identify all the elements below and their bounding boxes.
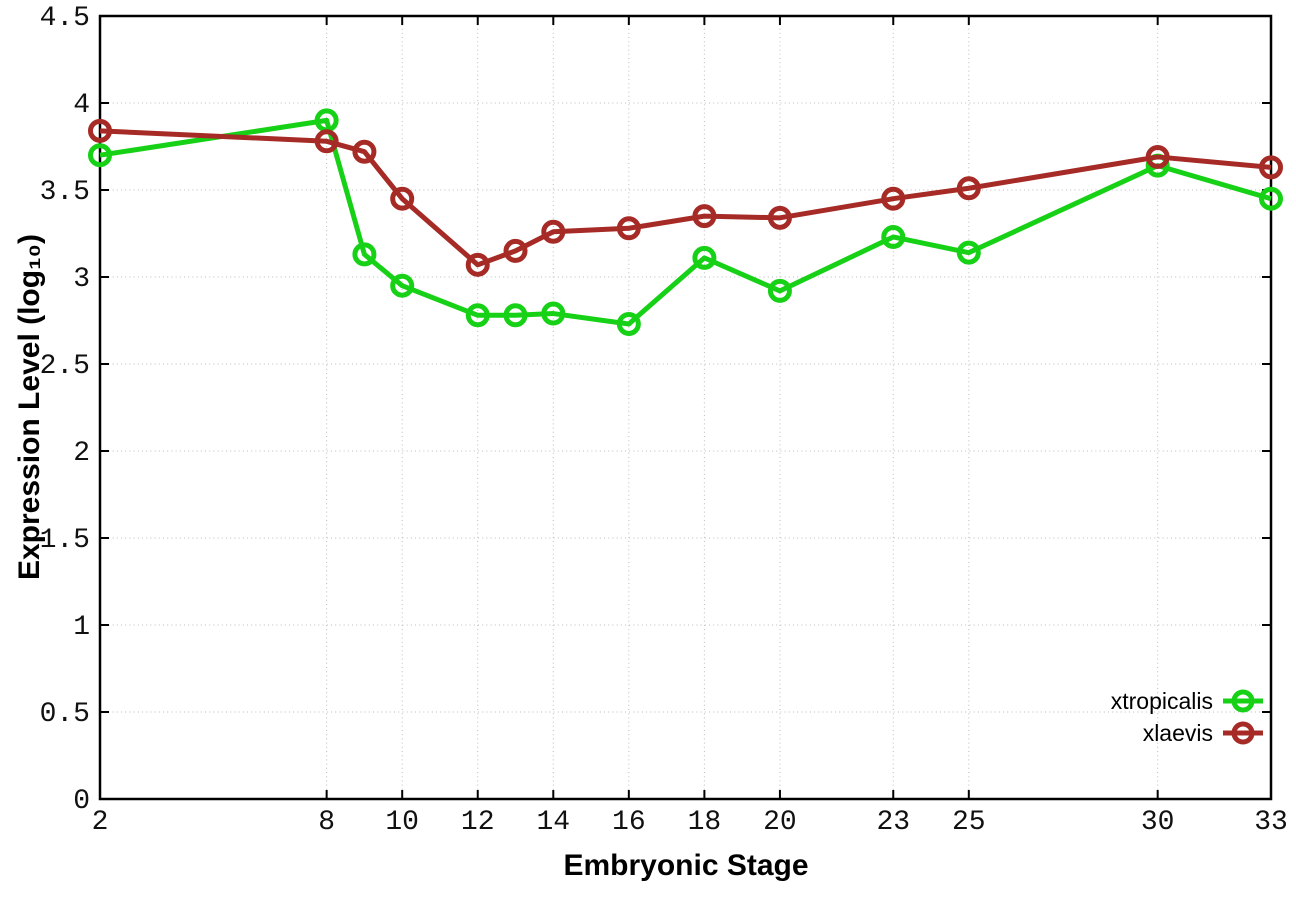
legend-label-xlaevis: xlaevis xyxy=(1142,719,1213,746)
x-tick-label: 12 xyxy=(461,807,495,838)
x-tick-label: 20 xyxy=(763,807,797,838)
data-point-xtropicalis xyxy=(465,303,490,328)
x-tick-label: 10 xyxy=(385,807,419,838)
data-point-xlaevis xyxy=(352,139,377,164)
data-point-xlaevis xyxy=(390,186,415,211)
legend: xtropicalis xlaevis xyxy=(1111,685,1263,749)
data-point-xlaevis xyxy=(465,252,490,277)
legend-item-xtropicalis: xtropicalis xyxy=(1111,685,1263,717)
data-point-xlaevis xyxy=(1145,144,1170,169)
legend-label-xtropicalis: xtropicalis xyxy=(1110,687,1213,714)
y-tick-label: 1 xyxy=(73,612,90,643)
data-point-xtropicalis xyxy=(390,273,415,298)
x-tick-label: 30 xyxy=(1141,807,1175,838)
data-point-xtropicalis xyxy=(881,224,906,249)
y-tick-label: 2.5 xyxy=(40,351,90,382)
series-line-xlaevis xyxy=(99,128,1272,268)
y-tick-label: 0.5 xyxy=(40,699,90,730)
plot-border xyxy=(98,14,1273,801)
data-point-xtropicalis xyxy=(692,245,717,270)
x-tick-label: 2 xyxy=(92,807,109,838)
y-tick-label: 3.5 xyxy=(40,177,90,208)
data-point-xtropicalis xyxy=(1259,186,1283,211)
data-point-xtropicalis xyxy=(88,143,112,168)
y-tick-label: 0 xyxy=(73,786,90,817)
x-tick-label: 23 xyxy=(876,807,910,838)
data-point-xtropicalis xyxy=(956,240,981,265)
data-point-xtropicalis xyxy=(767,278,792,303)
y-tick-label: 2 xyxy=(73,438,90,469)
y-tick-label: 3 xyxy=(73,264,90,295)
x-tick-label: 14 xyxy=(536,807,570,838)
data-point-xtropicalis xyxy=(616,311,641,336)
data-point-xlaevis xyxy=(503,238,528,263)
x-tick-label: 25 xyxy=(952,807,986,838)
open-circle-marker-icon xyxy=(1223,719,1263,747)
x-tick-label: 8 xyxy=(318,807,335,838)
y-axis-title: Expression Level (log₁₀) xyxy=(13,233,46,581)
data-point-xlaevis xyxy=(956,176,981,201)
data-point-xtropicalis xyxy=(352,242,377,267)
data-point-xlaevis xyxy=(314,129,339,154)
circle-marker-icon xyxy=(1231,689,1255,713)
data-point-xlaevis xyxy=(88,118,112,143)
data-point-xlaevis xyxy=(692,204,717,229)
y-tick-label: 4 xyxy=(73,90,90,121)
x-tick-label: 33 xyxy=(1254,807,1288,838)
data-point-xlaevis xyxy=(881,186,906,211)
x-tick-label: 16 xyxy=(612,807,646,838)
circle-marker-icon xyxy=(1231,721,1255,745)
data-point-xlaevis xyxy=(541,219,566,244)
legend-item-xlaevis: xlaevis xyxy=(1111,717,1263,749)
data-point-xtropicalis xyxy=(503,303,528,328)
data-point-xtropicalis xyxy=(541,301,566,326)
x-tick-label: 18 xyxy=(688,807,722,838)
data-point-xlaevis xyxy=(616,216,641,241)
open-circle-marker-icon xyxy=(1223,687,1263,715)
data-point-xlaevis xyxy=(767,205,792,230)
y-tick-label: 4.5 xyxy=(40,3,90,34)
x-axis-title: Embryonic Stage xyxy=(563,849,809,882)
series-line-xtropicalis xyxy=(99,117,1272,327)
y-tick-label: 1.5 xyxy=(40,525,90,556)
data-point-xlaevis xyxy=(1259,155,1283,180)
